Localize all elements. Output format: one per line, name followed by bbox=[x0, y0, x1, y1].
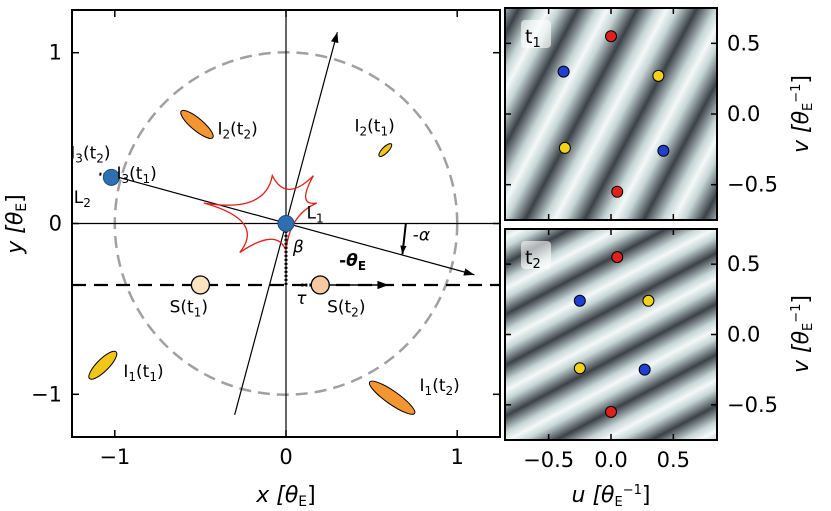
tau-label: τ bbox=[296, 289, 307, 309]
image-label-I2t2: I2(t2) bbox=[218, 120, 258, 142]
y-tick-label: −1 bbox=[31, 382, 62, 406]
v-tick-label: −0.5 bbox=[727, 173, 778, 197]
uv-point bbox=[605, 30, 617, 43]
image-label-I1t2: I1(t2) bbox=[420, 376, 460, 398]
x-tick-label: 1 bbox=[451, 445, 464, 469]
image-ellipse-I1t1 bbox=[88, 350, 118, 380]
main-ticks: −1 0 1 −1 0 1 bbox=[31, 10, 500, 469]
u-tick-label: −0.5 bbox=[523, 448, 574, 472]
v-tick-label: 0.0 bbox=[727, 323, 760, 347]
x-tick-label: −1 bbox=[99, 445, 130, 469]
uv-point bbox=[558, 141, 571, 154]
lens-label-L2: L2 bbox=[74, 188, 91, 210]
uv-t2-plot-area: t2 bbox=[505, 229, 717, 440]
v-tick-label: 0.0 bbox=[727, 102, 760, 126]
image-label-I3t2: I3(t2) bbox=[70, 144, 110, 166]
uv-t2-ticks: 0.5 0.0 −0.5 −0.5 0.0 0.5 bbox=[505, 229, 778, 472]
uv-point bbox=[557, 65, 570, 78]
uv-point bbox=[611, 185, 624, 198]
source-plane-panel: -θE -α β τ I1(t1) I1(t2) I2(t1) I2(t2) I3(t1) I3(… bbox=[3, 9, 501, 510]
uv-point bbox=[611, 251, 624, 264]
alpha-label: -α bbox=[413, 226, 430, 246]
uv-t1-ticks: 0.5 0.0 −0.5 bbox=[505, 8, 778, 220]
lens-label-L1: L1 bbox=[307, 203, 324, 225]
v-axis-label-t2: v [θE−1] bbox=[789, 295, 816, 373]
uv-panel-t2: t2 0.5 0.0 −0.5 −0.5 0.0 0.5 v [θE−1] u [θE−1… bbox=[504, 228, 816, 510]
theta-e-label: -θE bbox=[339, 251, 366, 273]
beta-label: β bbox=[292, 238, 304, 258]
panel-tag-label: t2 bbox=[525, 247, 541, 272]
uv-point bbox=[605, 405, 617, 418]
uv-point bbox=[642, 294, 655, 307]
image-label-I1t1: I1(t1) bbox=[123, 362, 163, 384]
x-tick-label: 0 bbox=[279, 445, 292, 469]
uv-point bbox=[652, 69, 665, 82]
panel-tag-label: t1 bbox=[525, 26, 541, 51]
v-axis-label-t1: v [θE−1] bbox=[789, 75, 816, 153]
panel-tag-box bbox=[521, 241, 551, 269]
uv-panel-t1: t1 0.5 0.0 −0.5 v [θE−1] bbox=[504, 7, 816, 221]
lens-marker-L2 bbox=[102, 168, 120, 186]
image-label-I2t1: I2(t1) bbox=[354, 116, 394, 138]
main-plot-area: -θE -α β τ I1(t1) I1(t2) I2(t1) I2(t2) I3(t1) I3(… bbox=[70, 10, 500, 437]
u-tick-label: 0.5 bbox=[657, 448, 690, 472]
source-label-St1: S(t1) bbox=[170, 297, 208, 319]
image-ellipse-I2t2 bbox=[180, 109, 214, 139]
y-tick-label: 0 bbox=[49, 212, 62, 236]
uv-point bbox=[573, 294, 586, 307]
lens-axis-arrowhead bbox=[463, 268, 475, 276]
source-marker-St2 bbox=[310, 275, 330, 295]
caustic-curve bbox=[203, 173, 318, 254]
uv-point bbox=[573, 362, 586, 375]
y-tick-label: 1 bbox=[49, 41, 62, 65]
theta-e-arrowhead bbox=[377, 280, 389, 290]
u-axis-label: u [θE−1] bbox=[572, 483, 651, 510]
alpha-angle-arrowhead bbox=[400, 245, 407, 255]
v-tick-label: −0.5 bbox=[727, 393, 778, 417]
image-label-I3t1: I3(t1) bbox=[117, 164, 157, 186]
uv-point bbox=[657, 144, 670, 157]
image-ellipse-I1t2 bbox=[368, 380, 416, 415]
panel-tag-box bbox=[521, 20, 551, 48]
uv-t1-plot-area: t1 bbox=[505, 8, 717, 220]
y-axis-label: y [θE] bbox=[3, 194, 30, 255]
x-axis-label: x [θE] bbox=[255, 483, 316, 510]
source-marker-St1 bbox=[190, 275, 211, 295]
image-ellipse-I2t1 bbox=[378, 143, 393, 157]
perpendicular-axis-arrowhead bbox=[331, 32, 339, 44]
uv-point bbox=[638, 363, 651, 376]
source-label-St2: S(t2) bbox=[327, 297, 365, 319]
lens-marker-L1 bbox=[277, 215, 295, 232]
v-tick-label: 0.5 bbox=[727, 31, 760, 55]
u-tick-label: 0.0 bbox=[594, 448, 627, 472]
v-tick-label: 0.5 bbox=[727, 252, 760, 276]
